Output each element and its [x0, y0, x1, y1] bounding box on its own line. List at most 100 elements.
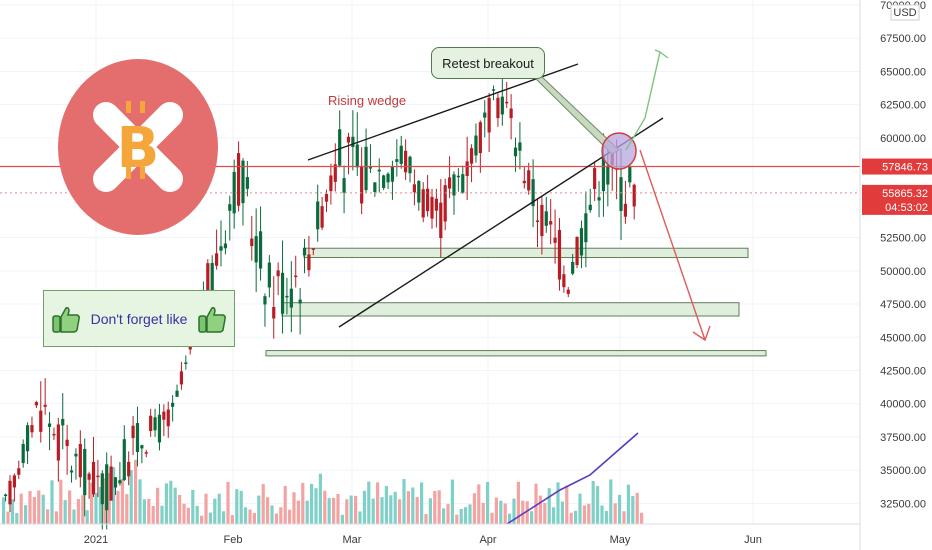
rising-wedge-label: Rising wedge	[328, 93, 407, 108]
candle-body	[584, 213, 588, 243]
volume-bar	[164, 483, 168, 524]
volume-bar	[261, 483, 265, 524]
volume-bar	[367, 481, 371, 524]
volume-bar	[2, 497, 6, 524]
volume-bar	[622, 511, 626, 524]
volume-bar	[318, 473, 322, 524]
volume-bar	[626, 484, 630, 524]
candle-body	[298, 299, 302, 304]
volume-bar	[270, 505, 274, 524]
candle-body	[513, 147, 518, 157]
candle-body	[162, 411, 166, 420]
volume-bar	[565, 485, 569, 524]
candle-body	[61, 418, 65, 426]
candle-body	[588, 204, 592, 211]
support-zone	[303, 247, 749, 259]
volume-bar	[85, 510, 89, 524]
volume-bar	[90, 482, 94, 524]
volume-bar	[178, 494, 182, 524]
candle-body	[8, 480, 12, 505]
candle-body	[623, 203, 628, 217]
candle-body	[69, 470, 74, 473]
volume-bar	[472, 493, 476, 524]
volume-bar	[32, 497, 36, 524]
time-tick-label: Apr	[479, 534, 496, 546]
volume-bar	[635, 492, 639, 524]
volume-bar	[477, 484, 481, 524]
candle-body	[118, 480, 122, 484]
volume-bar	[292, 492, 296, 524]
candle-body	[12, 475, 16, 488]
candle-body	[456, 175, 460, 178]
bitcoin-x-logo-icon: B	[58, 59, 218, 235]
candle-body	[360, 166, 364, 204]
volume-bar	[516, 481, 520, 524]
volume-bar	[252, 512, 256, 524]
volume-bar	[424, 514, 428, 524]
volume-bar	[204, 493, 208, 524]
volume-bar	[200, 515, 204, 524]
volume-bar	[160, 505, 164, 524]
candle-body	[30, 425, 34, 433]
volume-bar	[186, 507, 190, 524]
candle-body	[434, 198, 438, 211]
candle-body	[447, 177, 452, 189]
volume-bar	[362, 490, 366, 524]
candle-body	[289, 288, 293, 308]
candle-body	[316, 201, 320, 230]
volume-bar	[6, 511, 10, 524]
volume-bar	[534, 483, 538, 524]
volume-bar	[354, 495, 358, 524]
thumbs-up-icon	[52, 306, 80, 333]
volume-bar	[288, 509, 292, 524]
candle-body	[258, 231, 263, 269]
candle-body	[355, 144, 359, 168]
candle-body	[105, 464, 109, 511]
candle-body	[263, 296, 267, 305]
price-tick-label: 47500.00	[880, 299, 926, 311]
volume-bar	[226, 481, 230, 524]
candle-body	[74, 453, 78, 457]
candle-body	[113, 477, 118, 488]
candle-body	[166, 409, 170, 427]
time-tick-label: Mar	[343, 534, 362, 546]
volume-bar	[169, 480, 173, 524]
volume-bar	[195, 505, 199, 524]
volume-bar	[266, 497, 270, 524]
wedge-upper-line	[307, 63, 579, 161]
candle-body	[52, 433, 56, 436]
volume-bar	[552, 507, 556, 524]
retest-breakout-text: Retest breakout	[442, 55, 534, 71]
volume-bar	[257, 495, 261, 524]
volume-bar	[28, 491, 32, 524]
volume-bar	[578, 493, 582, 524]
current-price-label: 55865.32	[882, 188, 928, 200]
volume-bar	[239, 490, 243, 524]
volume-bar	[301, 482, 305, 524]
volume-bar	[459, 509, 463, 524]
volume-bar	[591, 481, 595, 524]
volume-bar	[587, 503, 591, 524]
volume-bar	[10, 499, 14, 524]
candle-body	[579, 228, 584, 256]
volume-bar	[41, 494, 45, 524]
projection-up-arrowhead	[654, 49, 669, 59]
candle-body	[373, 182, 377, 193]
candle-body	[531, 179, 535, 207]
volume-bar	[72, 509, 76, 524]
candle-body	[601, 154, 606, 192]
volume-bar	[468, 504, 472, 524]
candle-body	[4, 494, 8, 497]
candle-body	[386, 173, 390, 183]
volume-bar	[129, 470, 133, 524]
volume-bar	[208, 512, 212, 524]
candle-body	[487, 97, 491, 133]
candle-body	[351, 136, 355, 148]
candle-body	[606, 165, 610, 185]
candle-body	[338, 129, 342, 166]
candle-body	[597, 197, 601, 201]
candle-body	[91, 461, 96, 495]
candle-body	[540, 204, 544, 237]
candle-body	[215, 253, 219, 266]
